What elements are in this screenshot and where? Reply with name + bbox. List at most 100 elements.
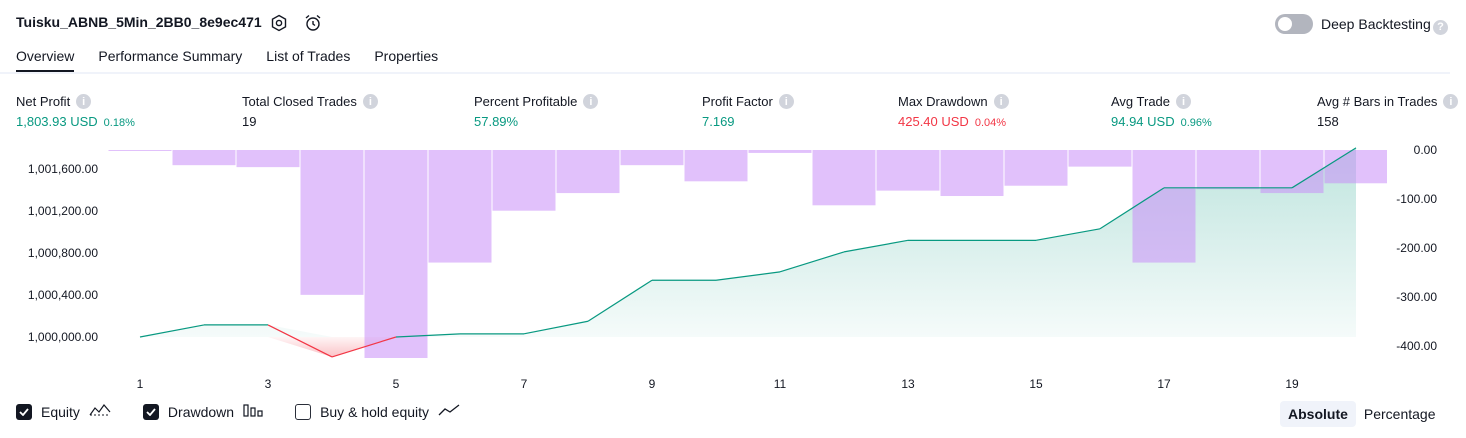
drawdown-bar[interactable] [940,150,1004,197]
stat-label: Avg # Bars in Trades [1317,94,1438,109]
drawdown-bar[interactable] [620,150,684,166]
tab-overview[interactable]: Overview [16,48,75,73]
legend-label: Drawdown [167,403,235,420]
stat-label: Net Profit [16,94,71,109]
info-icon[interactable]: i [362,94,378,109]
stat-value: 158 [1317,114,1339,129]
stat-value: 7.169 [702,114,735,129]
drawdown-bars-icon [243,403,263,420]
stat-value: 57.89% [474,114,519,129]
deep-backtesting-toggle[interactable] [1275,14,1313,34]
stat-value: 425.40 USD [898,114,969,129]
drawdown-bar[interactable] [556,150,620,194]
stat-profit-factor: Profit Factor i 7.169 [702,94,794,129]
equity-line-segment [395,333,461,338]
x-axis-tick: 13 [901,377,915,391]
equity-line-icon [89,403,111,420]
legend-buy-hold[interactable]: Buy & hold equity [295,403,460,420]
right-axis-tick: 0.00 [1414,143,1438,157]
equity-line-segment [779,251,845,273]
stat-value: 19 [242,114,257,129]
checkbox-equity[interactable] [16,403,32,420]
legend-equity[interactable]: Equity [16,403,111,420]
absolute-button[interactable]: Absolute [1280,401,1356,427]
equity-drawdown-chart[interactable]: 1,000,000.00 1,000,400.00 1,000,800.00 1,00… [0,140,1466,395]
left-axis-tick: 1,000,400.00 [28,288,98,302]
toggle-knob [1278,17,1292,31]
drawdown-bar[interactable] [172,150,236,166]
left-axis-tick: 1,000,000.00 [28,330,98,344]
stat-percent: 0.96% [1180,117,1212,129]
strategy-name: Tuisku_ABNB_5Min_2BB0_8e9ec471 [16,14,262,30]
legend-label: Buy & hold equity [320,403,430,420]
loss-area [140,336,1356,357]
stat-label: Profit Factor [702,94,773,109]
x-axis-tick: 7 [521,377,528,391]
x-axis-tick: 19 [1285,377,1299,391]
equity-line-segment [331,336,397,358]
stat-value: 1,803.93 USD [16,114,98,129]
drawdown-bar[interactable] [1132,150,1196,263]
x-axis-tick: 1 [137,377,144,391]
equity-line-segment [1291,147,1357,189]
tab-performance-summary[interactable]: Performance Summary [98,48,243,64]
info-icon[interactable]: i [1176,94,1192,109]
info-icon[interactable]: i [76,94,92,109]
info-icon[interactable]: i [993,94,1009,109]
x-axis-tick: 11 [774,377,787,391]
equity-line-segment [715,271,781,281]
stat-percent-profitable: Percent Profitable i 57.89% [474,94,599,129]
legend-drawdown[interactable]: Drawdown [142,403,263,420]
info-icon[interactable]: i [1443,94,1459,109]
percentage-button[interactable]: Percentage [1363,406,1436,422]
drawdown-bar[interactable] [428,150,492,263]
alarm-clock-plus-icon[interactable] [302,12,324,34]
buy-hold-line-icon [438,403,460,420]
chart-legend: Equity Drawdown Buy & hold equity [16,403,492,420]
drawdown-bar[interactable] [108,150,172,151]
x-axis-tick: 17 [1157,377,1171,391]
equity-line-segment [523,320,589,335]
drawdown-bar[interactable] [748,150,812,153]
drawdown-bar[interactable] [1004,150,1068,186]
stat-percent: 0.18% [103,117,135,129]
drawdown-bar[interactable] [364,150,428,358]
drawdown-bar[interactable] [492,150,556,211]
stat-label: Avg Trade [1111,94,1171,109]
drawdown-bar[interactable] [684,150,748,182]
equity-line-segment [587,279,653,322]
checkbox-buy-hold[interactable] [295,403,312,420]
left-axis-tick: 1,001,200.00 [28,204,98,218]
stat-total-closed-trades: Total Closed Trades i 19 [242,94,378,129]
x-axis-tick: 15 [1029,377,1043,391]
stat-net-profit: Net Profit i 1,803.93 USD 0.18% [16,94,135,129]
gear-icon[interactable] [268,12,290,34]
drawdown-bar[interactable] [1068,150,1132,167]
right-axis-tick: -300.00 [1396,290,1437,304]
drawdown-bar[interactable] [1324,150,1388,184]
drawdown-bar[interactable] [812,150,876,206]
stat-percent: 0.04% [974,117,1007,129]
drawdown-bar[interactable] [1196,150,1260,190]
info-icon[interactable]: i [778,94,794,109]
drawdown-bar[interactable] [876,150,940,191]
x-axis-tick: 9 [649,377,656,391]
drawdown-bar[interactable] [236,150,300,168]
equity-line-segment [843,239,909,253]
tab-list-of-trades[interactable]: List of Trades [266,48,351,64]
drawdown-bar[interactable] [300,150,364,295]
info-icon[interactable]: i [583,94,599,109]
drawdown-bar[interactable] [1260,150,1324,194]
equity-area [140,147,1356,337]
checkbox-drawdown[interactable] [142,403,159,420]
tab-bar: Overview Performance Summary List of Tra… [16,48,438,73]
right-axis-tick: -400.00 [1396,339,1437,353]
equity-line-segment [1035,228,1101,241]
x-axis-tick: 3 [265,377,272,391]
tab-properties[interactable]: Properties [374,48,439,64]
x-axis-tick: 5 [393,377,400,391]
left-axis-tick: 1,000,800.00 [28,246,98,260]
tab-divider [0,72,1450,74]
equity-line-segment [1099,187,1165,230]
question-icon[interactable]: ? [1433,17,1448,35]
